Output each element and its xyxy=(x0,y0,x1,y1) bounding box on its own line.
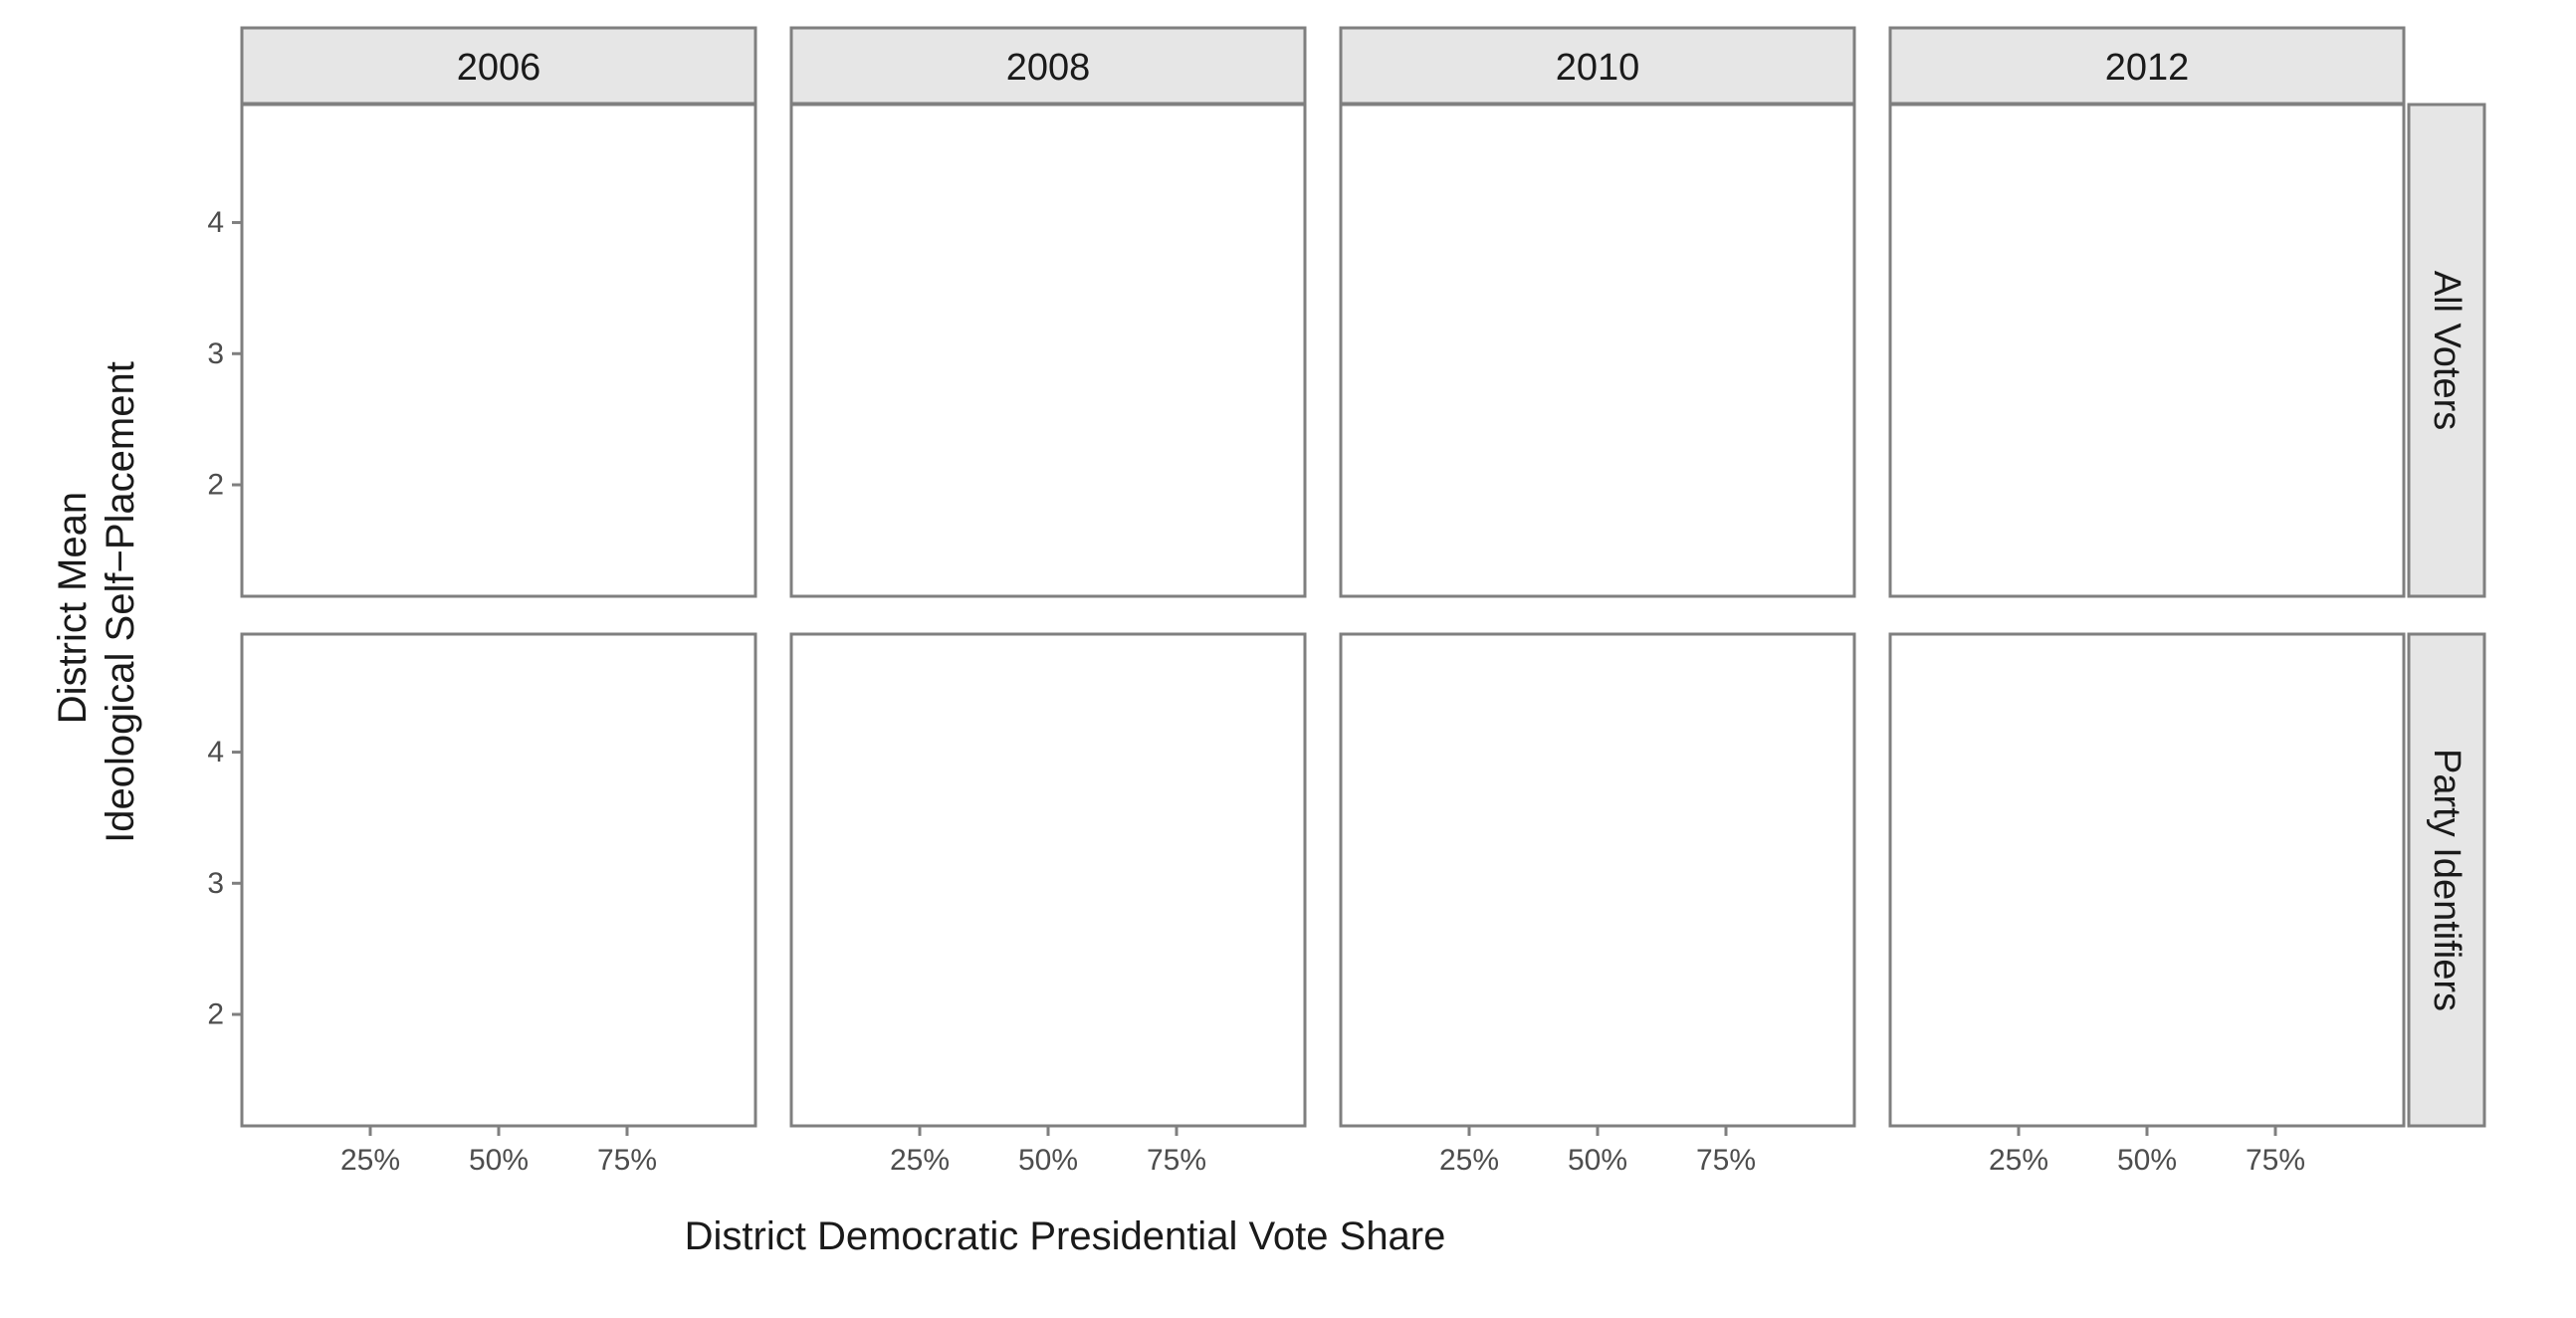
panel-border xyxy=(1339,632,1856,1128)
panel-2012-all-voters xyxy=(1888,103,2406,598)
panel-border xyxy=(240,632,757,1128)
panel-2008-all-voters xyxy=(789,103,1307,598)
panel-border xyxy=(240,103,757,598)
facet-panels xyxy=(240,103,2406,1128)
panel-2006-party-identifiers xyxy=(240,632,757,1128)
panel-border xyxy=(789,103,1307,598)
panel-2006-all-voters xyxy=(240,103,757,598)
panel-2012-party-identifiers xyxy=(1888,632,2406,1128)
panel-border xyxy=(1339,103,1856,598)
panel-2010-all-voters xyxy=(1339,103,1856,598)
panel-border xyxy=(789,632,1307,1128)
panel-2008-party-identifiers xyxy=(789,632,1307,1128)
panel-2010-party-identifiers xyxy=(1339,632,1856,1128)
panel-border xyxy=(1888,103,2406,598)
